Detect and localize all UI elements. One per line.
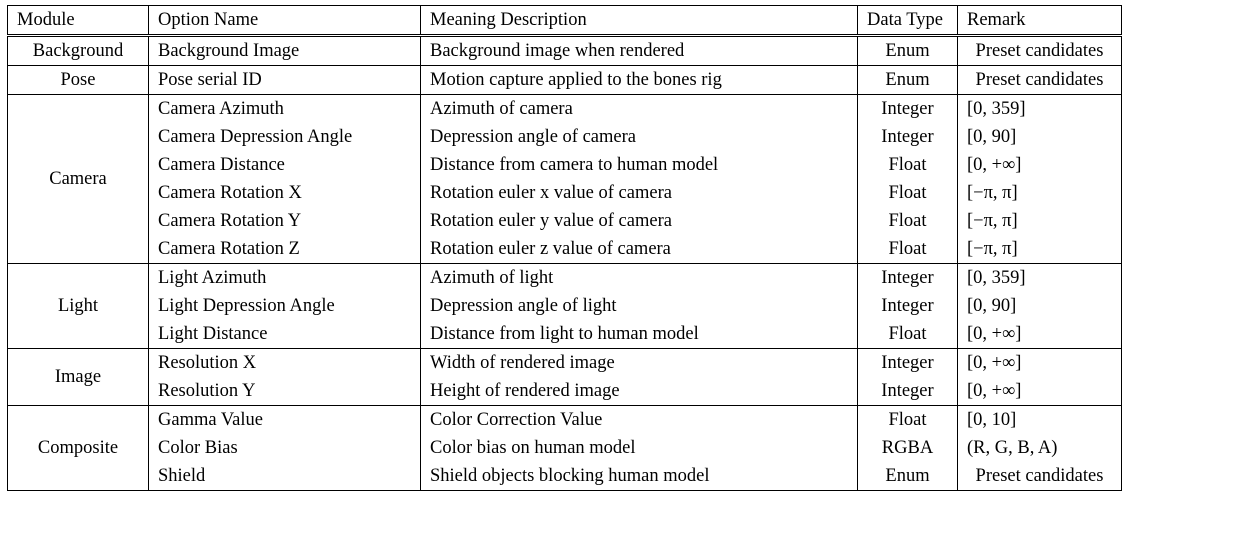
option-name-cell: Shield — [148, 462, 421, 491]
data-type-cell: Enum — [857, 35, 958, 66]
data-type-cell: Integer — [857, 292, 958, 320]
options-table: Module Option Name Meaning Description D… — [7, 5, 1122, 491]
meaning-description-cell: Color Correction Value — [420, 405, 858, 434]
module-cell: Light — [7, 263, 149, 349]
option-name-cell: Light Depression Angle — [148, 292, 421, 320]
table-row: Background Background Image Background ima… — [7, 35, 1122, 66]
data-type-cell: Float — [857, 405, 958, 434]
remark-cell: Preset candidates — [957, 65, 1122, 95]
table-row: Resolution Y Height of rendered image Inte… — [8, 377, 1122, 406]
option-name-cell: Background Image — [148, 35, 421, 66]
remark-cell: Preset candidates — [957, 35, 1122, 66]
option-name-cell: Camera Depression Angle — [148, 123, 421, 151]
remark-cell: [0, +∞] — [957, 320, 1122, 349]
option-name-cell: Light Azimuth — [148, 263, 421, 292]
remark-cell: [0, +∞] — [957, 377, 1122, 406]
meaning-description-cell: Height of rendered image — [420, 377, 858, 406]
remark-cell: (R, G, B, A) — [957, 434, 1122, 462]
data-type-cell: Integer — [857, 263, 958, 292]
data-type-cell: Float — [857, 179, 958, 207]
option-name-cell: Light Distance — [148, 320, 421, 349]
data-type-cell: Integer — [857, 123, 958, 151]
meaning-description-cell: Distance from light to human model — [420, 320, 858, 349]
remark-cell: [0, +∞] — [957, 151, 1122, 179]
data-type-cell: Float — [857, 235, 958, 264]
module-cell: Pose — [7, 65, 149, 95]
header-meaning-description: Meaning Description — [420, 5, 858, 37]
module-cell: Camera — [7, 94, 149, 264]
table-row: Composite Gamma Value Color Correction Val… — [7, 405, 1122, 491]
remark-cell: [−π, π] — [957, 179, 1122, 207]
header-remark: Remark — [957, 5, 1122, 37]
meaning-description-cell: Rotation euler x value of camera — [420, 179, 858, 207]
remark-cell: [−π, π] — [957, 235, 1122, 264]
remark-cell: [0, 10] — [957, 405, 1122, 434]
data-type-cell: Enum — [857, 65, 958, 95]
remark-cell: [0, +∞] — [957, 348, 1122, 377]
table-row: Camera Camera Azimuth Azimuth of camera Int… — [7, 94, 1122, 264]
meaning-description-cell: Background image when rendered — [420, 35, 858, 66]
table-row: Camera Depression Angle Depression angle … — [8, 123, 1122, 151]
remark-cell: [0, 359] — [957, 263, 1122, 292]
option-name-cell: Resolution Y — [148, 377, 421, 406]
data-type-cell: RGBA — [857, 434, 958, 462]
meaning-description-cell: Azimuth of camera — [420, 94, 858, 123]
data-type-cell: Float — [857, 207, 958, 235]
meaning-description-cell: Depression angle of light — [420, 292, 858, 320]
option-name-cell: Color Bias — [148, 434, 421, 462]
table-row: Light Light Azimuth Azimuth of light Intege… — [7, 263, 1122, 349]
data-type-cell: Integer — [857, 348, 958, 377]
meaning-description-cell: Azimuth of light — [420, 263, 858, 292]
meaning-description-cell: Width of rendered image — [420, 348, 858, 377]
data-type-cell: Float — [857, 151, 958, 179]
table-row: Camera Rotation Z Rotation euler z value … — [8, 235, 1122, 264]
remark-cell: [−π, π] — [957, 207, 1122, 235]
remark-cell: Preset candidates — [957, 462, 1122, 491]
table-row: Image Resolution X Width of rendered image… — [7, 348, 1122, 406]
table-row: Light Depression Angle Depression angle o… — [8, 292, 1122, 320]
meaning-description-cell: Shield objects blocking human model — [420, 462, 858, 491]
option-name-cell: Camera Rotation X — [148, 179, 421, 207]
option-name-cell: Camera Rotation Z — [148, 235, 421, 264]
data-type-cell: Enum — [857, 462, 958, 491]
option-name-cell: Pose serial ID — [148, 65, 421, 95]
header-row: Module Option Name Meaning Description D… — [7, 5, 1122, 37]
option-name-cell: Camera Azimuth — [148, 94, 421, 123]
remark-cell: [0, 359] — [957, 94, 1122, 123]
module-cell: Composite — [7, 405, 149, 491]
table-row: Shield Shield objects blocking human mode… — [8, 462, 1122, 491]
meaning-description-cell: Rotation euler z value of camera — [420, 235, 858, 264]
table-row: Camera Distance Distance from camera to h… — [8, 151, 1122, 179]
meaning-description-cell: Distance from camera to human model — [420, 151, 858, 179]
meaning-description-cell: Rotation euler y value of camera — [420, 207, 858, 235]
header-option-name: Option Name — [148, 5, 421, 37]
meaning-description-cell: Motion capture applied to the bones rig — [420, 65, 858, 95]
module-cell: Image — [7, 348, 149, 406]
option-name-cell: Camera Rotation Y — [148, 207, 421, 235]
option-name-cell: Gamma Value — [148, 405, 421, 434]
header-data-type: Data Type — [857, 5, 958, 37]
remark-cell: [0, 90] — [957, 123, 1122, 151]
data-type-cell: Integer — [857, 94, 958, 123]
table-body: Background Background Image Background ima… — [7, 35, 1122, 491]
option-name-cell: Camera Distance — [148, 151, 421, 179]
table-row: Camera Rotation X Rotation euler x value … — [8, 179, 1122, 207]
option-name-cell: Resolution X — [148, 348, 421, 377]
remark-cell: [0, 90] — [957, 292, 1122, 320]
meaning-description-cell: Color bias on human model — [420, 434, 858, 462]
data-type-cell: Float — [857, 320, 958, 349]
data-type-cell: Integer — [857, 377, 958, 406]
table-row: Pose Pose serial ID Motion capture applied… — [7, 65, 1122, 95]
table-row: Color Bias Color bias on human model RGBA(… — [8, 434, 1122, 462]
module-cell: Background — [7, 35, 149, 66]
table-row: Light Distance Distance from light to hum… — [8, 320, 1122, 349]
table-row: Camera Rotation Y Rotation euler y value … — [8, 207, 1122, 235]
meaning-description-cell: Depression angle of camera — [420, 123, 858, 151]
header-module: Module — [7, 5, 149, 37]
